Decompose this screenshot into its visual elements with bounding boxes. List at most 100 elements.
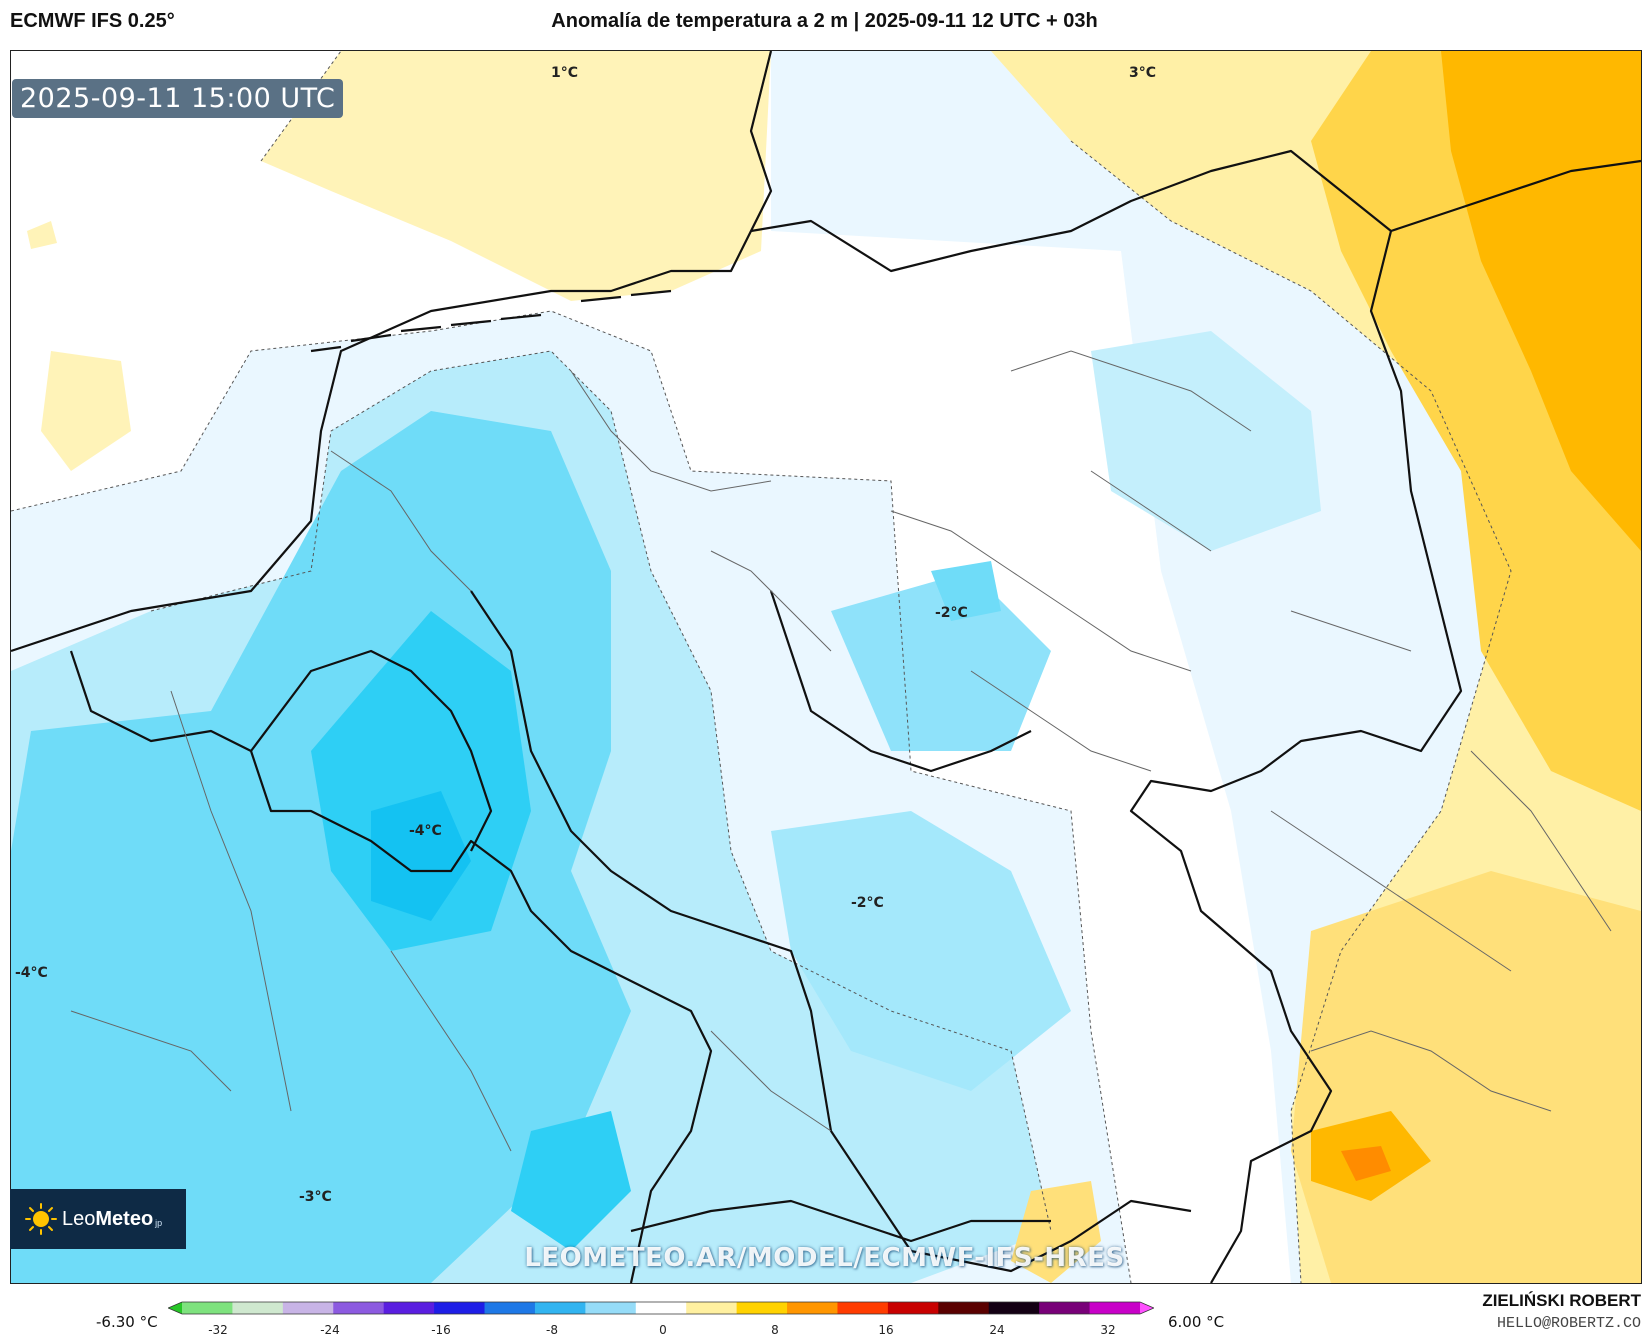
legend-colorbar [168, 1301, 1154, 1315]
region-10 [1270, 810, 1512, 972]
island-3 [400, 325, 442, 333]
colorbar-segment [938, 1302, 990, 1314]
border-west-1 [69, 650, 713, 1283]
anomaly-fill-warm-w [41, 351, 131, 471]
border-north-coast [11, 51, 773, 653]
region-4 [890, 510, 1192, 672]
anomaly-fill-cold-central-2 [771, 811, 1071, 1091]
national-borders [11, 51, 1641, 1283]
region-6 [970, 670, 1152, 772]
colorbar-segment [282, 1302, 334, 1314]
anomaly-fill-neutral [11, 51, 1291, 1283]
anomaly-fill-cold-small [931, 561, 1001, 621]
contour-label-7: -3°C [299, 1189, 332, 1205]
legend-tick: -8 [546, 1323, 558, 1337]
border-west-2 [250, 649, 493, 852]
temperature-anomaly-map [11, 51, 1641, 1283]
legend-tick: 32 [1100, 1323, 1116, 1337]
anomaly-fill-cold-central [831, 571, 1051, 751]
region-3 [710, 550, 832, 652]
island-7 [630, 289, 672, 297]
colorbar-segment [534, 1302, 586, 1314]
colorbar-segment [484, 1302, 536, 1314]
region-9 [710, 1030, 832, 1132]
anomaly-fill-warm-east-strongest [1441, 51, 1641, 551]
region-12 [1470, 750, 1612, 932]
contour-label-1: 1°C [551, 65, 579, 81]
colorbar-segment [887, 1302, 939, 1314]
watermark-url: LEOMETEO.AR/MODEL/ECMWF-IFS-HRES [524, 1243, 1125, 1273]
colorbar-outline [168, 1301, 1154, 1315]
island-6 [580, 295, 622, 303]
island-2 [350, 333, 392, 343]
anomaly-fill-cold-deep [311, 611, 531, 951]
colorbar-segment [988, 1302, 1040, 1314]
contour-label-6: -4°C [15, 965, 48, 981]
region-13 [1310, 1030, 1552, 1112]
island-4 [450, 319, 492, 327]
colorbar-segment [333, 1302, 385, 1314]
legend-tick: 24 [989, 1323, 1005, 1337]
anomaly-fill-warm-nw [261, 51, 771, 301]
coastal-islands [310, 289, 672, 353]
map-panel[interactable]: 1°C 3°C -2°C -4°C -2°C -4°C -3°C [10, 50, 1642, 1284]
border-central-1 [470, 590, 1192, 1273]
region-7 [170, 690, 292, 1112]
legend-tick: 0 [659, 1323, 667, 1337]
region-5 [1010, 350, 1252, 432]
legend-tick: 16 [878, 1323, 894, 1337]
colorbar-segment [232, 1302, 284, 1314]
colorbar-segment [434, 1302, 486, 1314]
border-alps [630, 1199, 1051, 1243]
region-11 [1290, 610, 1412, 652]
colorbar-segment [182, 1302, 233, 1314]
contour-label-5: -2°C [851, 895, 884, 911]
legend-max-value: 6.00 °C [1168, 1313, 1225, 1331]
logo-suffix: jp [155, 1218, 163, 1228]
colorbar-segment [1039, 1302, 1091, 1314]
anomaly-fill-warm-se [1291, 871, 1641, 1283]
border-east-1 [1129, 230, 1463, 1283]
contour-4 [150, 350, 1052, 1232]
anomaly-fill-cold-north [1091, 331, 1321, 551]
colorbar-segment [736, 1302, 788, 1314]
colorbar-max-arrow [1140, 1302, 1154, 1314]
logo-text: LeoMeteo [62, 1207, 154, 1230]
regional-borders [70, 350, 1612, 1152]
anomaly-fill-cold-blob-1 [371, 791, 471, 921]
sun-icon [25, 1203, 57, 1235]
contour-label-3: -2°C [935, 605, 968, 621]
leometeo-logo[interactable]: LeoMeteo jp [10, 1189, 186, 1249]
colorbar-segment [383, 1302, 435, 1314]
region-1 [330, 450, 472, 592]
colorbar-segment [686, 1302, 738, 1314]
region-2 [570, 370, 772, 492]
colorbar-segment [1089, 1302, 1141, 1314]
colorbar-segment [837, 1302, 889, 1314]
valid-time-badge: 2025-09-11 15:00 UTC [12, 79, 344, 118]
border-coast-baltic [750, 149, 1641, 273]
anomaly-fill-warm-s [1011, 1181, 1101, 1283]
colorbar-segment [585, 1302, 637, 1314]
region-14 [70, 1010, 232, 1092]
contour-label-2: 3°C [1129, 65, 1157, 81]
colorbar-segment [787, 1302, 838, 1314]
anomaly-fill-cold-mid [11, 411, 631, 1283]
region-8 [390, 950, 512, 1152]
colorbar-segment [635, 1302, 687, 1314]
legend-tick: 8 [771, 1323, 779, 1337]
island-1 [310, 345, 342, 353]
colorbar-min-arrow [168, 1302, 182, 1314]
contour-1 [11, 310, 1132, 1283]
contour-label-4: -4°C [409, 823, 442, 839]
border-central-2 [769, 590, 1032, 773]
author-email[interactable]: HELLO@ROBERTZ.CO [1496, 1315, 1641, 1332]
anomaly-fill-cold-blob-2 [511, 1111, 631, 1251]
chart-title: Anomalía de temperatura a 2 m | 2025-09-… [551, 10, 1098, 32]
model-name: ECMWF IFS 0.25° [10, 10, 175, 32]
anomaly-fill-hot-se-2 [1341, 1146, 1391, 1181]
author-name: ZIELIŃSKI ROBERT [1482, 1291, 1641, 1310]
legend-tick: -32 [208, 1323, 228, 1337]
island-5 [500, 313, 542, 321]
legend-tick: -24 [320, 1323, 340, 1337]
